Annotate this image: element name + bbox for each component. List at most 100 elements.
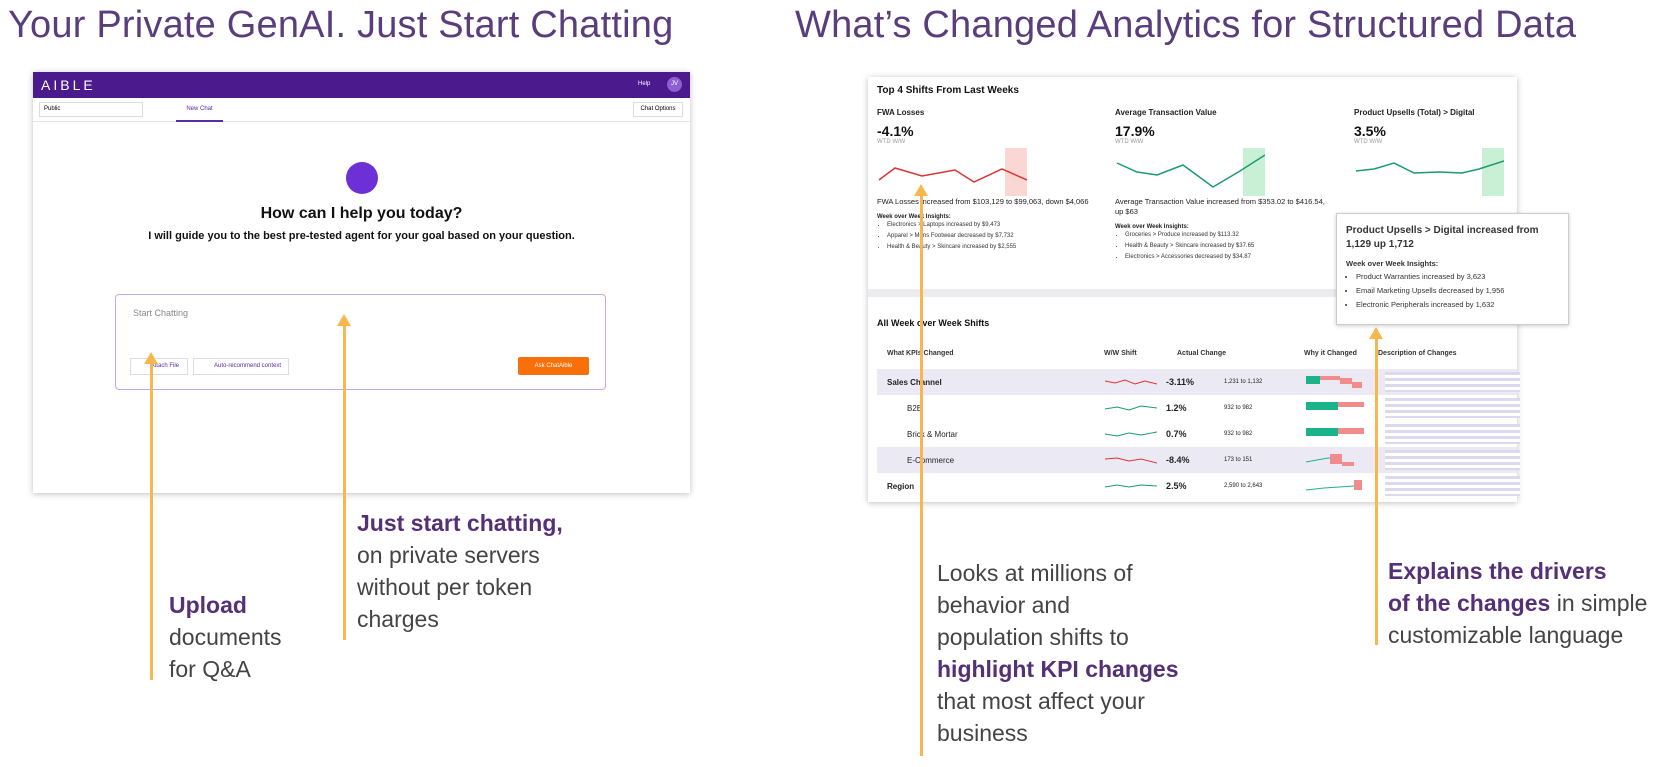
- waterfall: [1305, 480, 1362, 491]
- auto-recommend-toggle[interactable]: Auto-recommend context: [193, 358, 289, 375]
- tooltip: Product Upsells > Digital increased from…: [1336, 213, 1569, 325]
- kpi-cell: Brick & Mortar: [907, 430, 958, 439]
- kpi-value: 17.9%: [1115, 123, 1155, 139]
- insights-title: Week over Week Insights:: [877, 214, 951, 220]
- insights-title: Week over Week Insights:: [1346, 259, 1439, 268]
- callout-drivers: Explains the drivers of the changes in s…: [1388, 555, 1647, 651]
- chat-options-button[interactable]: Chat Options: [633, 102, 683, 117]
- table-row[interactable]: Region 2.5% 2,590 to 2,643: [877, 473, 1520, 499]
- row-sparkline: [1105, 431, 1157, 437]
- visibility-select[interactable]: Public: [39, 102, 143, 117]
- new-chat-tab[interactable]: New Chat: [176, 98, 223, 122]
- insight: Groceries > Produce increased by $113.32: [1125, 230, 1345, 241]
- section-heading: Top 4 Shifts From Last Weeks: [877, 85, 1019, 96]
- kpi-cell: Region: [887, 482, 915, 491]
- chat-input[interactable]: Start Chatting Attach File Auto-recommen…: [115, 294, 606, 390]
- arrow: [1369, 327, 1383, 645]
- table-row[interactable]: B2B 1.2% 932 to 982: [877, 395, 1520, 421]
- change-cell: 1,231 to 1,132: [1224, 379, 1263, 385]
- insights-title: Week over Week Insights:: [1115, 224, 1189, 230]
- table-row[interactable]: E-Commerce -8.4% 173 to 151: [877, 447, 1520, 473]
- change-cell: 2,590 to 2,643: [1224, 483, 1263, 489]
- column-header: Actual Change: [1177, 350, 1227, 357]
- row-sparkline: [1105, 405, 1157, 411]
- tooltip-title: Product Upsells > Digital increased from…: [1346, 225, 1539, 250]
- chat-heading: How can I help you today?: [260, 205, 463, 222]
- callout-bold: Explains the drivers: [1388, 558, 1607, 584]
- kpi-summary: FWA Losses increased from $103,129 to $9…: [877, 197, 1089, 206]
- insight: Electronics > Accessories decreased by $…: [1125, 252, 1345, 263]
- row-sparkline: [1105, 379, 1157, 385]
- callout-text: for Q&A: [169, 656, 251, 682]
- attach-file-button[interactable]: Attach File: [130, 358, 188, 375]
- change-cell: 173 to 151: [1224, 457, 1253, 463]
- callout-upload: Upload documents for Q&A: [169, 589, 282, 685]
- left-title: Your Private GenAI. Just Start Chatting: [8, 4, 674, 46]
- kpi-name: Average Transaction Value: [1115, 108, 1217, 117]
- kpi-period: WTD W/W: [1354, 139, 1383, 145]
- callout-bold: Just start chatting,: [357, 510, 563, 536]
- callout-text: customizable language: [1388, 622, 1624, 648]
- sparkline: [1355, 148, 1504, 196]
- insights-list: Product Warranties increased by 3,623 Em…: [1346, 270, 1559, 312]
- shift-cell: 1.2%: [1166, 403, 1187, 413]
- callout-text: business: [937, 720, 1028, 746]
- change-cell: 932 to 982: [1224, 431, 1253, 437]
- ask-button[interactable]: Ask ChatAible: [518, 357, 589, 375]
- insights-list: Electronics > Laptops increased by $9,47…: [877, 220, 1107, 253]
- placeholder: Start Chatting: [133, 308, 189, 318]
- callout-text: that most affect your: [937, 688, 1145, 714]
- help-link[interactable]: Help: [638, 81, 651, 87]
- shift-cell: 0.7%: [1166, 429, 1187, 439]
- callout-bold: highlight KPI changes: [937, 656, 1179, 682]
- kpi-name: FWA Losses: [877, 108, 925, 117]
- chat-app-screenshot: AIBLE Help JV Public New Chat Chat Optio…: [33, 72, 690, 493]
- kpi-card: Average Transaction Value 17.9% WTD W/W …: [1115, 108, 1345, 288]
- chat-subheading: I will guide you to the best pre-tested …: [148, 230, 575, 242]
- row-sparkline: [1105, 457, 1157, 464]
- arrow: [144, 352, 158, 680]
- insight: Electronics > Laptops increased by $9,47…: [887, 220, 1107, 231]
- callout-text: Looks at millions of: [937, 560, 1133, 586]
- waterfall: [1306, 428, 1364, 436]
- kpi-value: 3.5%: [1354, 123, 1386, 139]
- arrow: [914, 184, 928, 756]
- insight: Apparel > Mens Footwear decreased by $7,…: [887, 231, 1107, 242]
- change-cell: 932 to 982: [1224, 405, 1253, 411]
- description-placeholder: [1385, 398, 1520, 418]
- kpi-value: -4.1%: [877, 123, 914, 139]
- callout-bold: of the changes: [1388, 590, 1551, 616]
- callout-text: in simple: [1550, 590, 1648, 616]
- callout-text: on private servers: [357, 542, 540, 568]
- kpi-period: WTD W/W: [1115, 139, 1144, 145]
- callout-text: behavior and: [937, 592, 1070, 618]
- callout-bold: Upload: [169, 592, 247, 618]
- insight: Electronic Peripherals increased by 1,63…: [1356, 298, 1559, 312]
- shift-cell: 2.5%: [1166, 481, 1187, 491]
- description-placeholder: [1385, 476, 1520, 496]
- column-header: Why it Changed: [1304, 350, 1357, 357]
- waterfall: [1306, 402, 1364, 410]
- insight: Health & Beauty > Skincare increased by …: [1125, 241, 1345, 252]
- app-icon: [346, 162, 378, 194]
- kpi-summary: Average Transaction Value increased from…: [1115, 197, 1325, 216]
- table-row[interactable]: Brick & Mortar 0.7% 932 to 982: [877, 421, 1520, 447]
- toolbar: Public New Chat Chat Options: [33, 98, 690, 122]
- kpi-period: WTD W/W: [877, 139, 906, 145]
- logo: AIBLE: [41, 77, 96, 93]
- callout-kpi: Looks at millions of behavior and popula…: [937, 557, 1179, 749]
- sparkline: [878, 148, 1027, 196]
- avatar[interactable]: JV: [667, 77, 682, 92]
- insight: Product Warranties increased by 3,623: [1356, 270, 1559, 284]
- kpi-cell: Sales Channel: [887, 378, 942, 387]
- shift-cell: -3.11%: [1166, 377, 1195, 387]
- kpi-name: Product Upsells (Total) > Digital: [1354, 108, 1475, 117]
- table-row[interactable]: Sales Channel -3.11% 1,231 to 1,132: [877, 369, 1520, 395]
- shift-cell: -8.4%: [1166, 455, 1190, 465]
- insight: Health & Beauty > Skincare increased by …: [887, 242, 1107, 253]
- insights-list: Groceries > Produce increased by $113.32…: [1115, 230, 1345, 263]
- table-header: What KPIs Changed W/W Shift Actual Chang…: [868, 350, 1517, 362]
- row-sparkline: [1105, 484, 1157, 488]
- waterfall: [1305, 454, 1354, 466]
